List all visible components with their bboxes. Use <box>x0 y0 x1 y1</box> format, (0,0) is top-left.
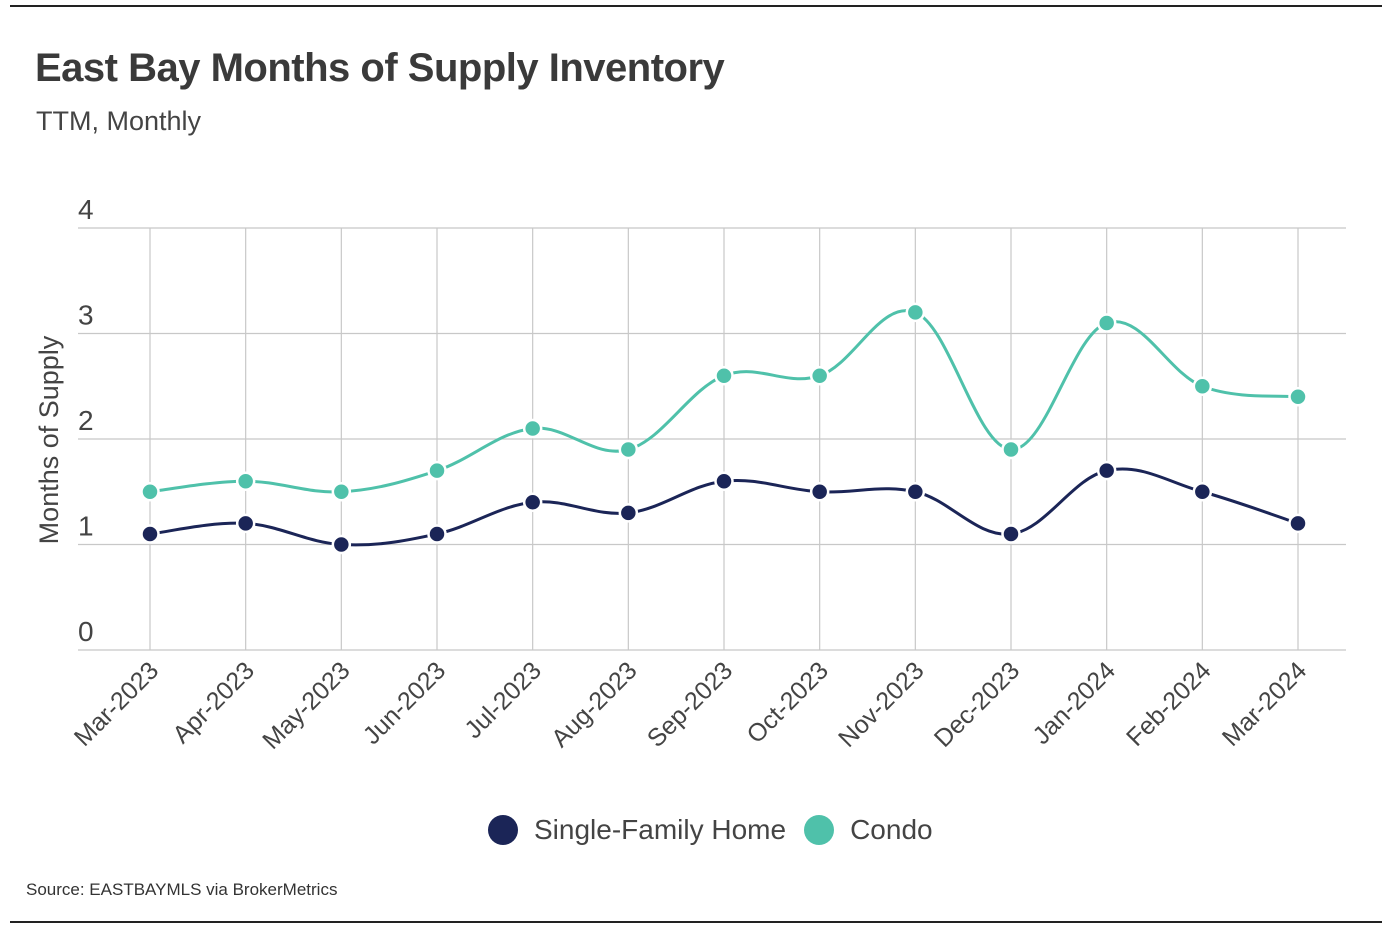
x-tick-label: Mar-2024 <box>1217 656 1313 752</box>
data-point-single-family-home <box>618 503 639 523</box>
data-point-single-family-home <box>1001 524 1021 544</box>
x-tick-label: Mar-2023 <box>69 656 164 751</box>
data-point-single-family-home <box>235 513 256 534</box>
x-tick-label: Dec-2023 <box>929 656 1025 752</box>
x-tick-label: Nov-2023 <box>833 656 929 752</box>
data-point-condo <box>1192 376 1213 396</box>
series-group <box>140 302 1308 555</box>
data-point-condo <box>618 439 639 460</box>
top-rule <box>10 5 1382 7</box>
x-tick-label: Jan-2024 <box>1027 656 1121 750</box>
y-axis-title: Months of Supply <box>34 335 64 544</box>
y-tick-label: 3 <box>78 300 94 331</box>
data-point-condo <box>714 365 734 386</box>
x-tick-label: Sep-2023 <box>642 656 738 752</box>
chart-subtitle: TTM, Monthly <box>36 106 202 136</box>
data-point-condo <box>331 482 352 502</box>
data-point-single-family-home <box>140 524 160 544</box>
y-tick-label: 1 <box>78 511 94 542</box>
data-point-condo <box>1001 439 1021 460</box>
x-tick-label: Jul-2023 <box>459 656 547 744</box>
data-point-single-family-home <box>331 534 352 555</box>
data-point-condo <box>905 302 926 323</box>
data-point-condo <box>1096 313 1117 333</box>
y-axis-ticks: 0 1 2 3 4 <box>78 194 94 647</box>
x-tick-label: Oct-2023 <box>741 656 834 749</box>
legend-item-condo: Condo <box>804 814 933 846</box>
y-tick-label: 2 <box>78 405 94 436</box>
data-point-condo <box>235 471 256 491</box>
data-point-condo <box>809 365 830 386</box>
grid-lines <box>78 227 1346 651</box>
data-point-single-family-home <box>714 471 734 491</box>
data-point-single-family-home <box>1096 460 1117 481</box>
data-point-single-family-home <box>1192 482 1213 502</box>
x-tick-label: Apr-2023 <box>167 656 260 749</box>
y-tick-label: 4 <box>78 194 94 225</box>
data-point-single-family-home <box>809 482 830 502</box>
data-point-condo <box>1288 387 1308 407</box>
chart-title: East Bay Months of Supply Inventory <box>35 46 725 90</box>
x-tick-label: Jun-2023 <box>358 656 452 750</box>
data-point-single-family-home <box>1288 513 1308 534</box>
legend-marker-single-family <box>488 815 518 845</box>
legend-label-single-family: Single-Family Home <box>534 814 787 845</box>
x-tick-label: Aug-2023 <box>546 656 642 752</box>
data-point-single-family-home <box>905 482 926 502</box>
data-point-condo <box>522 418 543 439</box>
bottom-rule <box>10 921 1382 923</box>
data-point-condo <box>427 460 447 481</box>
legend-label-condo: Condo <box>850 814 933 845</box>
legend-item-single-family: Single-Family Home <box>488 814 786 846</box>
x-tick-label: May-2023 <box>257 656 355 754</box>
data-point-condo <box>140 482 160 502</box>
x-tick-label: Feb-2024 <box>1121 656 1217 752</box>
data-point-single-family-home <box>522 492 543 513</box>
legend-marker-condo <box>804 815 835 845</box>
source-note: Source: EASTBAYMLS via BrokerMetrics <box>26 880 338 899</box>
legend: Single-Family Home Condo <box>488 814 951 846</box>
data-point-single-family-home <box>427 524 447 544</box>
y-tick-label: 0 <box>78 616 94 647</box>
